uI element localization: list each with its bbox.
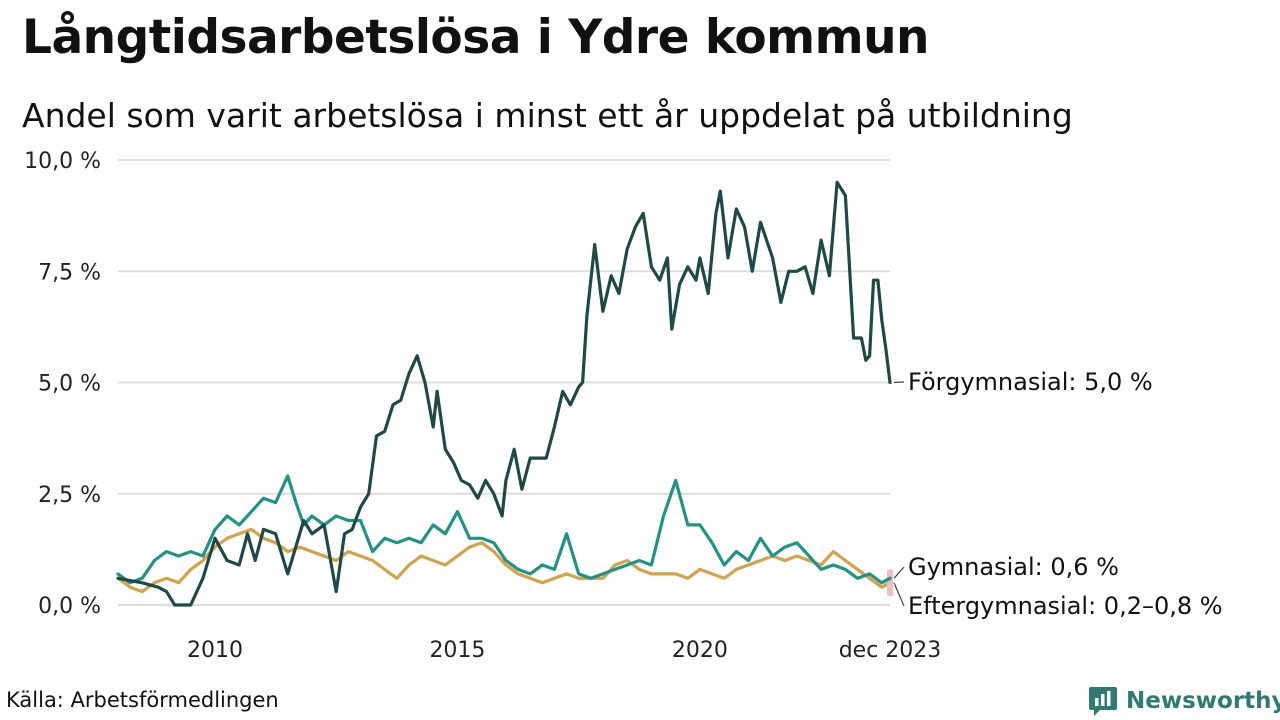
newsworthy-logo-icon <box>1089 687 1117 716</box>
label-leader-line <box>893 582 905 607</box>
y-tick-label: 2,5 % <box>38 483 101 508</box>
series-label-forgymnasial: Förgymnasial: 5,0 % <box>908 368 1153 396</box>
y-axis-tick-labels: 0,0 % 2,5 % 5,0 % 7,5 % 10,0 % <box>24 149 101 619</box>
series-label-gymnasial: Gymnasial: 0,6 % <box>908 553 1119 581</box>
brand-logo: Newsworthy <box>1088 684 1280 718</box>
y-tick-label: 7,5 % <box>38 260 101 285</box>
series-lines <box>116 180 893 607</box>
series-labels: Förgymnasial: 5,0 % Gymnasial: 0,6 % Efter… <box>893 368 1223 620</box>
series-line-eftergymnasial <box>116 527 892 594</box>
x-tick-label: 2020 <box>672 638 728 663</box>
source-note: Källa: Arbetsförmedlingen <box>6 688 279 712</box>
x-tick-label: 2010 <box>187 638 243 663</box>
chart-title: Långtidsarbetslösa i Ydre kommun <box>22 10 930 65</box>
series-line-forgymnasial <box>116 180 892 607</box>
range-marker <box>887 569 893 597</box>
y-tick-label: 5,0 % <box>38 372 101 397</box>
label-leader-line <box>893 566 905 579</box>
chart-subtitle: Andel som varit arbetslösa i minst ett å… <box>22 96 1073 135</box>
series-label-eftergymnasial: Eftergymnasial: 0,2–0,8 % <box>908 592 1223 620</box>
y-tick-label: 10,0 % <box>24 149 101 174</box>
label-leader-line <box>893 381 905 384</box>
y-tick-label: 0,0 % <box>38 594 101 619</box>
series-line-gymnasial <box>116 474 892 585</box>
brand-name: Newsworthy <box>1126 688 1280 714</box>
x-tick-label: dec 2023 <box>839 638 942 663</box>
x-tick-label: 2015 <box>429 638 485 663</box>
x-axis-tick-labels: 2010 2015 2020 dec 2023 <box>187 638 941 663</box>
grid-lines <box>118 159 890 606</box>
